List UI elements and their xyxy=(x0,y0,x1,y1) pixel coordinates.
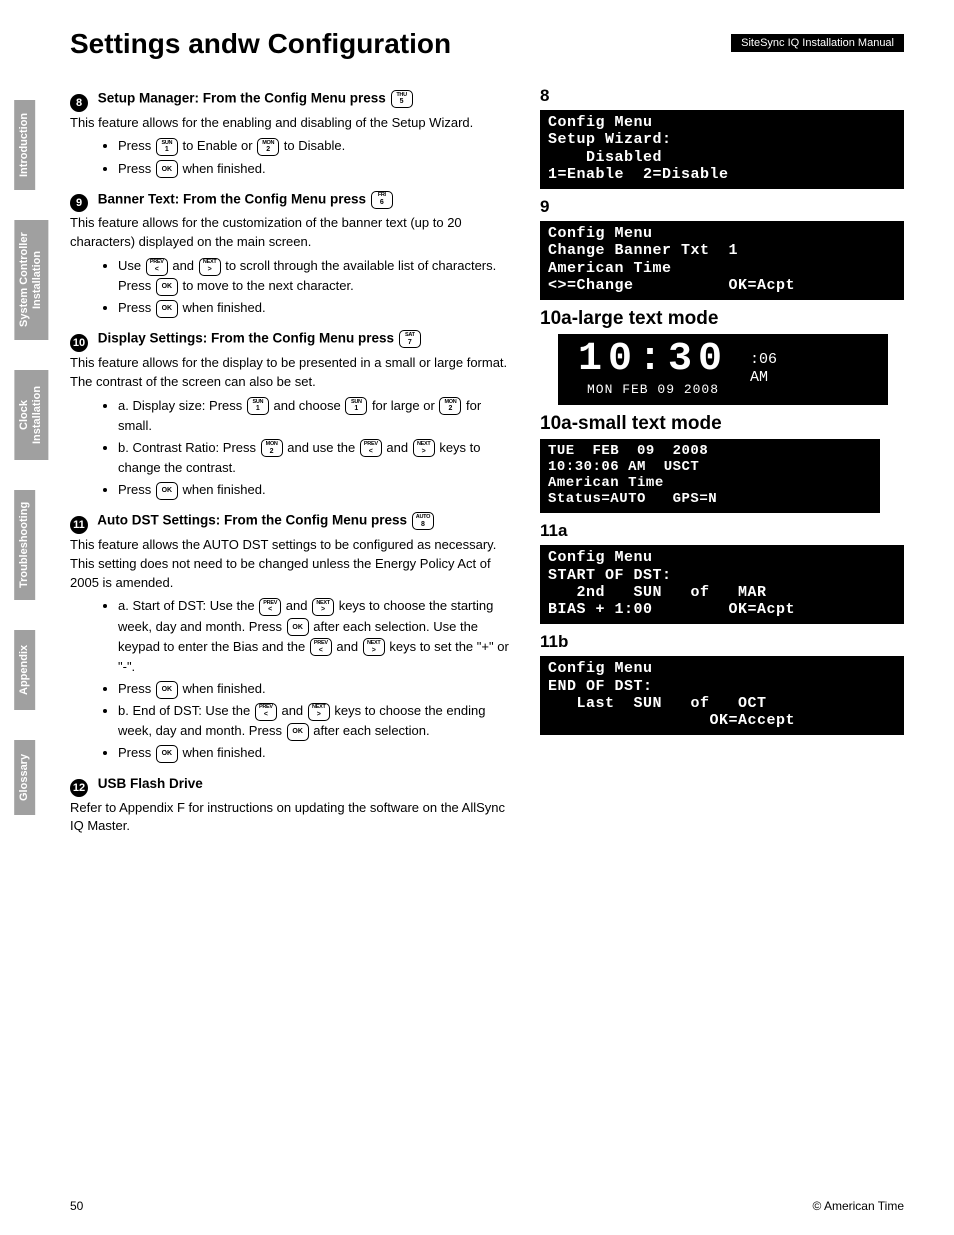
section-12-title: USB Flash Drive xyxy=(98,776,203,791)
step-8-icon: 8 xyxy=(70,94,88,112)
tab-troubleshooting[interactable]: Troubleshooting xyxy=(14,490,35,600)
sidebar-tabs: Introduction System Controller Installat… xyxy=(14,100,56,845)
key-prev: PREV< xyxy=(255,703,277,721)
section-11-desc: This feature allows the AUTO DST setting… xyxy=(70,536,510,593)
section-9-head: 9 Banner Text: From the Config Menu pres… xyxy=(70,191,510,213)
sec9-bullet-2: Press OK when finished. xyxy=(118,298,510,318)
lcd-screen-11a: Config Menu START OF DST: 2nd SUN of MAR… xyxy=(540,545,904,624)
figures-column: 8 Config Menu Setup Wizard: Disabled 1=E… xyxy=(540,78,904,836)
section-9-title: Banner Text: From the Config Menu press xyxy=(98,191,366,206)
clock-ampm: AM xyxy=(750,369,777,387)
clock-time: 10:30 xyxy=(578,340,728,380)
key-prev: PREV< xyxy=(259,598,281,616)
section-12-head: 12 USB Flash Drive xyxy=(70,776,510,797)
page-number: 50 xyxy=(70,1199,83,1213)
key-sun-1: SUN1 xyxy=(156,138,178,156)
sec10-bullet-c: Press OK when finished. xyxy=(118,480,510,500)
key-next: NEXT> xyxy=(199,258,221,276)
lcd-screen-11b: Config Menu END OF DST: Last SUN of OCT … xyxy=(540,656,904,735)
sec10-bullet-a: a. Display size: Press SUN1 and choose S… xyxy=(118,396,510,436)
key-mon-2: MON2 xyxy=(439,397,461,415)
key-ok: OK xyxy=(287,618,309,636)
manual-badge: SiteSync IQ Installation Manual xyxy=(731,34,904,52)
step-10-icon: 10 xyxy=(70,334,88,352)
key-sun-1: SUN1 xyxy=(247,397,269,415)
key-mon-2: MON2 xyxy=(261,439,283,457)
key-ok: OK xyxy=(156,482,178,500)
sec9-bullet-1: Use PREV< and NEXT> to scroll through th… xyxy=(118,256,510,296)
section-9-desc: This feature allows for the customizatio… xyxy=(70,214,510,252)
fig-10a-large-label: 10a-large text mode xyxy=(540,308,904,330)
section-10-desc: This feature allows for the display to b… xyxy=(70,354,510,392)
key-next: NEXT> xyxy=(413,439,435,457)
section-11-title: Auto DST Settings: From the Config Menu … xyxy=(97,513,407,528)
lcd-screen-9: Config Menu Change Banner Txt 1 American… xyxy=(540,221,904,300)
key-ok: OK xyxy=(156,278,178,296)
lcd-screen-8: Config Menu Setup Wizard: Disabled 1=Ena… xyxy=(540,110,904,189)
key-ok: OK xyxy=(156,160,178,178)
section-12-desc: Refer to Appendix F for instructions on … xyxy=(70,799,510,837)
fig-8-label: 8 xyxy=(540,86,904,106)
section-8-title: Setup Manager: From the Config Menu pres… xyxy=(98,91,386,106)
step-11-icon: 11 xyxy=(70,516,88,534)
key-fri-6: FRI6 xyxy=(371,191,393,209)
lcd-screen-10a-large: 10:30 MON FEB 09 2008 :06 AM xyxy=(558,334,888,405)
sec11-bullet-b: b. End of DST: Use the PREV< and NEXT> k… xyxy=(118,701,510,741)
tab-clock-installation[interactable]: Clock Installation xyxy=(14,370,48,460)
key-mon-2: MON2 xyxy=(257,138,279,156)
key-next: NEXT> xyxy=(308,703,330,721)
key-ok: OK xyxy=(156,300,178,318)
clock-seconds: :06 xyxy=(750,351,777,369)
tab-introduction[interactable]: Introduction xyxy=(14,100,35,190)
fig-11a-label: 11a xyxy=(540,521,904,541)
page-title: Settings andw Configuration xyxy=(70,28,451,60)
step-9-icon: 9 xyxy=(70,194,88,212)
key-next: NEXT> xyxy=(312,598,334,616)
fig-10a-small-label: 10a-small text mode xyxy=(540,413,904,435)
key-prev: PREV< xyxy=(146,258,168,276)
section-11-head: 11 Auto DST Settings: From the Config Me… xyxy=(70,512,510,534)
key-sun-1: SUN1 xyxy=(345,397,367,415)
sec11-bullet-b2: Press OK when finished. xyxy=(118,743,510,763)
clock-date: MON FEB 09 2008 xyxy=(587,382,719,397)
fig-11b-label: 11b xyxy=(540,632,904,652)
tab-glossary[interactable]: Glossary xyxy=(14,740,35,815)
sec8-bullet-2: Press OK when finished. xyxy=(118,159,510,179)
key-auto-8: AUTO8 xyxy=(412,512,434,530)
sec11-bullet-a: a. Start of DST: Use the PREV< and NEXT>… xyxy=(118,596,510,677)
key-ok: OK xyxy=(287,723,309,741)
key-next: NEXT> xyxy=(363,638,385,656)
lcd-screen-10a-small: TUE FEB 09 2008 10:30:06 AM USCT America… xyxy=(540,439,880,513)
key-sat-7: SAT7 xyxy=(399,330,421,348)
instructions-column: 8 Setup Manager: From the Config Menu pr… xyxy=(70,78,510,836)
key-prev: PREV< xyxy=(360,439,382,457)
key-prev: PREV< xyxy=(310,638,332,656)
section-10-title: Display Settings: From the Config Menu p… xyxy=(98,331,394,346)
key-ok: OK xyxy=(156,681,178,699)
sec10-bullet-b: b. Contrast Ratio: Press MON2 and use th… xyxy=(118,438,510,478)
sec8-bullet-1: Press SUN1 to Enable or MON2 to Disable. xyxy=(118,136,510,156)
section-8-head: 8 Setup Manager: From the Config Menu pr… xyxy=(70,90,510,112)
section-8-desc: This feature allows for the enabling and… xyxy=(70,114,510,133)
fig-9-label: 9 xyxy=(540,197,904,217)
copyright: © American Time xyxy=(812,1199,904,1213)
step-12-icon: 12 xyxy=(70,779,88,797)
key-thu-5: THU5 xyxy=(391,90,413,108)
tab-system-controller[interactable]: System Controller Installation xyxy=(14,220,48,340)
section-10-head: 10 Display Settings: From the Config Men… xyxy=(70,330,510,352)
key-ok: OK xyxy=(156,745,178,763)
tab-appendix[interactable]: Appendix xyxy=(14,630,35,710)
sec11-bullet-a2: Press OK when finished. xyxy=(118,679,510,699)
